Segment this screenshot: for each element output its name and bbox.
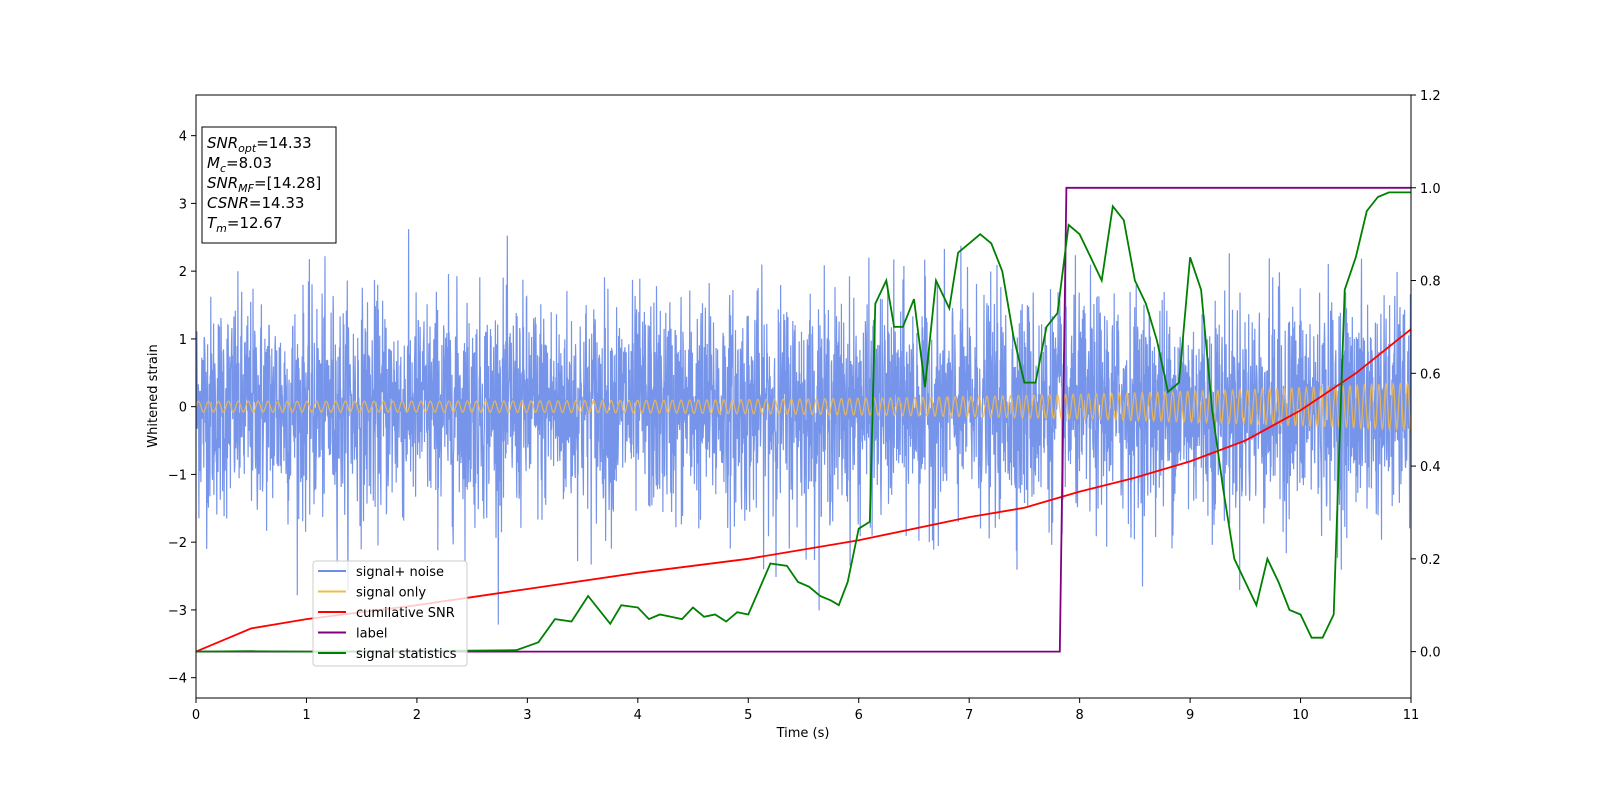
plot-frame (195, 94, 1412, 699)
y-tick-label: 1 (179, 333, 187, 348)
y-tick-label: −2 (168, 536, 187, 551)
x-tick-label: 8 (1075, 708, 1083, 723)
y2-tick-label: 0.4 (1420, 460, 1441, 475)
y-axis-ticks: −4 −3 −2 −1 0 1 2 3 4 (168, 130, 196, 687)
legend-label-label: label (356, 627, 387, 642)
annotation-frame (201, 126, 337, 244)
y2-tick-label: 0.2 (1420, 553, 1441, 568)
legend-label-cumilative-snr: cumilative SNR (356, 606, 455, 621)
annotation-line: Tm=12.67 (207, 214, 282, 235)
y-tick-label: −1 (168, 468, 187, 483)
y2-tick-label: 0.0 (1420, 646, 1441, 661)
annotation-box: SNRopt=14.33Mc=8.03SNRMF=[14.28]CSNR=14.… (201, 126, 337, 244)
y-tick-label: 0 (179, 401, 187, 416)
legend-label-signal-only: signal only (356, 586, 426, 601)
legend: signal+ noise signal only cumilative SNR la… (312, 560, 468, 667)
y-tick-label: −3 (168, 604, 187, 619)
y2-tick-label: 1.2 (1420, 89, 1441, 104)
y-tick-label: 4 (179, 130, 187, 145)
y2-tick-label: 0.8 (1420, 275, 1441, 290)
x-tick-label: 3 (523, 708, 531, 723)
annotation-line: SNRMF=[14.28] (207, 174, 321, 195)
y-axis-label: Whitened strain (146, 344, 161, 447)
y2-tick-label: 0.6 (1420, 367, 1441, 382)
signal-only-line (196, 381, 1411, 432)
x-tick-label: 5 (744, 708, 752, 723)
series-signal-only (196, 381, 1411, 432)
legend-label-signal-statistics: signal statistics (356, 647, 457, 662)
x-tick-label: 1 (302, 708, 310, 723)
legend-frame (312, 560, 468, 667)
annotation-line: SNRopt=14.33 (207, 134, 312, 155)
y-tick-label: 2 (179, 265, 187, 280)
x-tick-label: 11 (1403, 708, 1420, 723)
signal-statistics-line (196, 191, 1411, 653)
y-tick-label: 3 (179, 197, 187, 212)
y2-tick-label: 1.0 (1420, 182, 1441, 197)
legend-label-signal-noise: signal+ noise (356, 565, 444, 580)
y2-axis-ticks: 0.0 0.2 0.4 0.6 0.8 1.0 1.2 (1411, 89, 1441, 661)
x-tick-label: 2 (413, 708, 421, 723)
x-tick-label: 7 (965, 708, 973, 723)
x-axis-label: Time (s) (776, 726, 830, 741)
x-tick-label: 4 (634, 708, 642, 723)
x-tick-label: 0 (192, 708, 200, 723)
y-tick-label: −4 (168, 672, 187, 687)
annotation-line: Mc=8.03 (207, 154, 272, 175)
x-axis-ticks: 0 1 2 3 4 5 6 7 8 9 10 11 (192, 698, 1419, 723)
x-tick-label: 10 (1292, 708, 1309, 723)
x-tick-label: 9 (1186, 708, 1194, 723)
label-line (196, 186, 1411, 653)
annotation-line: CSNR=14.33 (207, 194, 304, 212)
x-tick-label: 6 (855, 708, 863, 723)
